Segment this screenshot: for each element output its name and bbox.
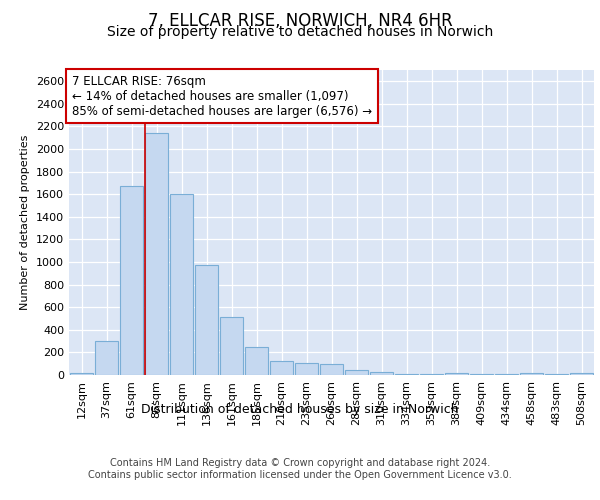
Bar bbox=[295, 362, 318, 375]
Text: Contains HM Land Registry data © Crown copyright and database right 2024.: Contains HM Land Registry data © Crown c… bbox=[110, 458, 490, 468]
Bar bbox=[495, 374, 518, 375]
Bar bbox=[120, 186, 143, 375]
Text: Distribution of detached houses by size in Norwich: Distribution of detached houses by size … bbox=[141, 402, 459, 415]
Bar bbox=[195, 266, 218, 375]
Bar bbox=[95, 341, 118, 375]
Bar bbox=[445, 374, 468, 375]
Bar bbox=[370, 372, 393, 375]
Y-axis label: Number of detached properties: Number of detached properties bbox=[20, 135, 31, 310]
Bar bbox=[270, 362, 293, 375]
Bar bbox=[345, 370, 368, 375]
Text: 7 ELLCAR RISE: 76sqm
← 14% of detached houses are smaller (1,097)
85% of semi-de: 7 ELLCAR RISE: 76sqm ← 14% of detached h… bbox=[71, 74, 372, 118]
Bar bbox=[420, 374, 443, 375]
Text: 7, ELLCAR RISE, NORWICH, NR4 6HR: 7, ELLCAR RISE, NORWICH, NR4 6HR bbox=[148, 12, 452, 30]
Bar bbox=[545, 374, 568, 375]
Bar bbox=[570, 372, 593, 375]
Bar bbox=[395, 374, 418, 375]
Bar bbox=[320, 364, 343, 375]
Bar bbox=[170, 194, 193, 375]
Bar bbox=[145, 134, 168, 375]
Bar bbox=[245, 347, 268, 375]
Bar bbox=[520, 374, 543, 375]
Bar bbox=[220, 318, 243, 375]
Text: Size of property relative to detached houses in Norwich: Size of property relative to detached ho… bbox=[107, 25, 493, 39]
Bar bbox=[470, 374, 493, 375]
Text: Contains public sector information licensed under the Open Government Licence v3: Contains public sector information licen… bbox=[88, 470, 512, 480]
Bar bbox=[70, 372, 93, 375]
